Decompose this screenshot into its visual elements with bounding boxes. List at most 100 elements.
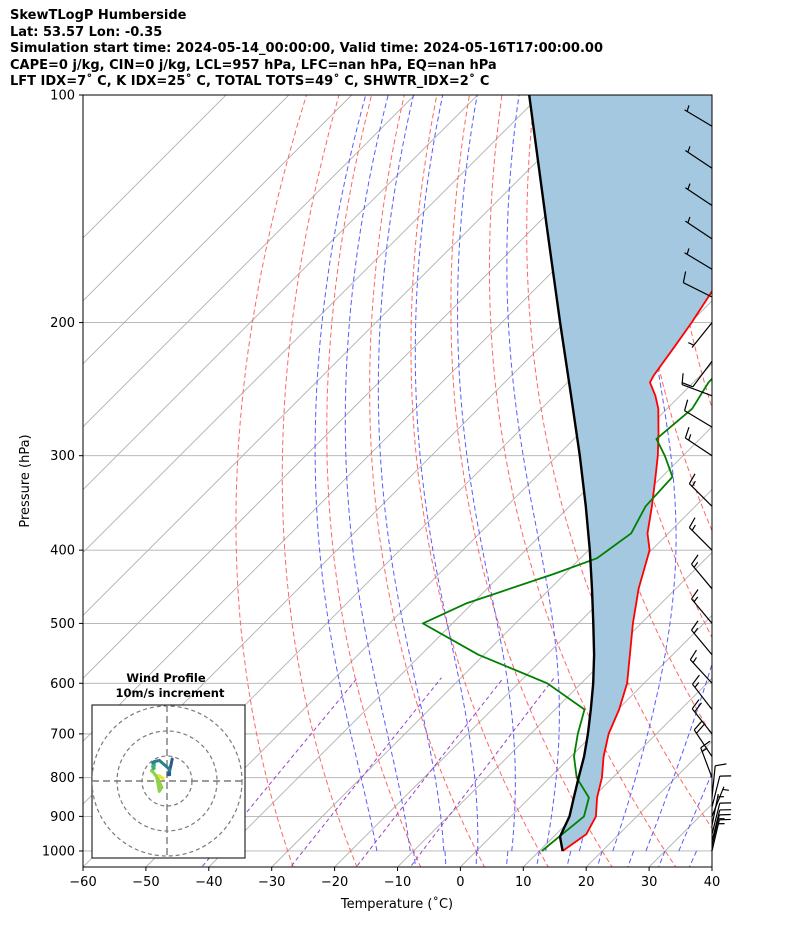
parcel-line xyxy=(528,95,596,852)
barb-staff xyxy=(711,765,716,798)
dry-adiabat xyxy=(729,60,794,882)
barb-staff xyxy=(711,786,725,817)
barb-staff xyxy=(684,410,713,428)
wind-barb xyxy=(691,699,713,735)
barb-half xyxy=(687,183,691,190)
barb-half xyxy=(692,657,697,663)
dry-adiabat xyxy=(410,95,549,867)
x-tick-label: 0 xyxy=(456,875,464,890)
barb-staff xyxy=(691,629,713,656)
barb-half xyxy=(686,105,690,112)
y-tick-label: 300 xyxy=(50,449,75,464)
dewpoint-line xyxy=(421,377,712,852)
y-tick-label: 1000 xyxy=(42,844,75,859)
barb-staff xyxy=(700,747,713,778)
barb-half xyxy=(688,434,692,441)
wind-barb xyxy=(711,775,732,808)
barb-staff xyxy=(685,220,713,240)
x-tick-label: 10 xyxy=(515,875,532,890)
dry-adiabat xyxy=(760,60,794,882)
barb-full xyxy=(692,674,700,685)
barb-half xyxy=(687,216,691,224)
barb-half xyxy=(693,596,699,603)
wind-barb xyxy=(683,399,713,428)
x-tick-label: −20 xyxy=(321,875,348,890)
barb-full xyxy=(682,271,687,283)
dry-adiabat xyxy=(281,95,358,867)
wind-barb xyxy=(685,183,713,206)
isotherm-line xyxy=(83,95,227,239)
x-axis-label: Temperature (˚C) xyxy=(340,896,453,912)
dry-adiabat xyxy=(562,95,712,737)
moist-adiabat xyxy=(457,95,516,852)
isotherm-line xyxy=(83,95,353,365)
barb-half xyxy=(694,682,700,688)
dry-adiabat xyxy=(631,95,712,532)
wind-barb xyxy=(692,674,713,710)
moist-adiabat xyxy=(645,662,712,852)
barb-full xyxy=(691,554,699,565)
wind-barb xyxy=(685,146,713,169)
moist-adiabat xyxy=(612,95,677,852)
wind-barb xyxy=(711,763,727,798)
wind-barb xyxy=(711,818,731,852)
mixing-ratio-line xyxy=(355,677,504,867)
figure-header: SkewTLogP Humberside Lat: 53.57 Lon: -0.… xyxy=(10,8,603,91)
wind-barb xyxy=(688,322,713,348)
wind-barb xyxy=(681,360,713,388)
barb-staff xyxy=(685,187,713,206)
location-line: Lat: 53.57 Lon: -0.35 xyxy=(10,24,163,40)
barb-staff xyxy=(681,384,713,397)
x-tick-label: −30 xyxy=(258,875,285,890)
barb-full xyxy=(688,517,696,528)
barb-staff xyxy=(684,109,713,127)
barb-full xyxy=(691,620,699,631)
barb-staff xyxy=(685,150,713,169)
wind-barb xyxy=(684,248,713,270)
barb-staff xyxy=(688,483,713,507)
wind-barb xyxy=(711,813,731,847)
x-tick-label: 20 xyxy=(578,875,595,890)
wind-barb xyxy=(685,216,713,240)
isotherm-line xyxy=(585,740,712,867)
dry-adiabat xyxy=(235,95,308,867)
wind-barb xyxy=(711,809,732,842)
x-tick-label: −40 xyxy=(195,875,222,890)
barb-staff xyxy=(685,437,713,457)
wind-profile-inset: Wind Profile 10m/s increment xyxy=(91,671,246,859)
barb-full xyxy=(681,382,694,388)
wind-barb xyxy=(684,105,713,127)
y-axis-label: Pressure (hPa) xyxy=(18,434,33,527)
wind-barb xyxy=(693,720,713,757)
x-tick-label: −50 xyxy=(132,875,159,890)
wind-barb xyxy=(691,589,713,624)
y-tick-label: 400 xyxy=(50,544,75,559)
barb-half xyxy=(693,627,699,634)
barb-staff xyxy=(693,729,713,757)
barb-full xyxy=(700,740,711,749)
moist-adiabat xyxy=(678,771,712,852)
y-tick-label: 100 xyxy=(50,89,75,104)
barb-full xyxy=(689,649,697,660)
x-tick-label: 40 xyxy=(704,875,721,890)
wind-barb xyxy=(691,620,713,656)
barb-staff xyxy=(689,659,713,684)
barb-staff xyxy=(711,809,721,842)
barb-half xyxy=(686,248,690,255)
barb-staff xyxy=(691,322,713,348)
wind-barb xyxy=(688,473,713,507)
dry-adiabat xyxy=(488,95,677,867)
chart-title: SkewTLogP Humberside xyxy=(10,8,187,23)
barb-full xyxy=(691,589,699,600)
barb-staff xyxy=(684,252,713,270)
barb-full xyxy=(694,702,702,713)
time-line: Simulation start time: 2024-05-14_00:00:… xyxy=(10,41,603,56)
isotherm-line xyxy=(83,95,416,428)
hodograph-segment xyxy=(157,774,163,779)
barb-full xyxy=(691,699,700,710)
moist-adiabat xyxy=(414,95,479,851)
barb-half xyxy=(691,480,696,487)
isotherm-line xyxy=(83,95,542,554)
indices-line: LFT IDX=7˚ C, K IDX=25˚ C, TOTAL TOTS=49… xyxy=(10,74,490,89)
barb-half xyxy=(691,524,696,531)
